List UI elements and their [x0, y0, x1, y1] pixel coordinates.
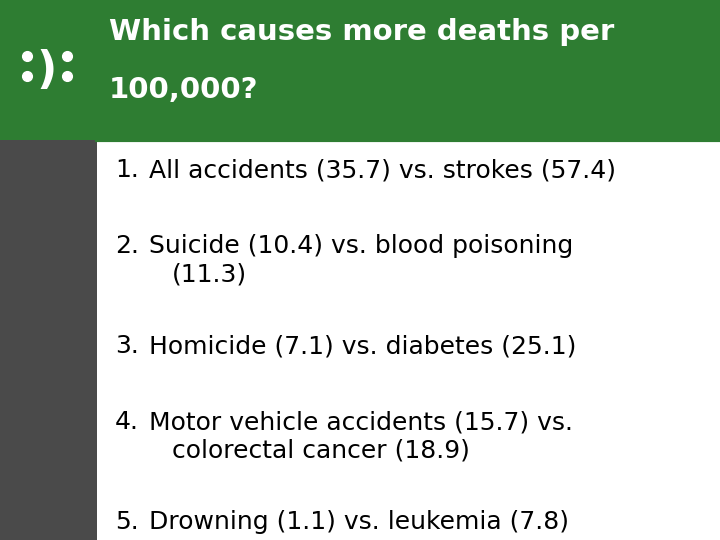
Text: Homicide (7.1) vs. diabetes (25.1): Homicide (7.1) vs. diabetes (25.1) — [149, 334, 577, 359]
Text: 1.: 1. — [115, 158, 139, 183]
Text: All accidents (35.7) vs. strokes (57.4): All accidents (35.7) vs. strokes (57.4) — [149, 158, 616, 183]
Text: (11.3): (11.3) — [172, 262, 248, 286]
Text: 100,000?: 100,000? — [109, 76, 258, 104]
Text: 5.: 5. — [115, 510, 139, 535]
Text: 4.: 4. — [115, 410, 139, 434]
Bar — [0, 140, 97, 540]
Text: ): ) — [37, 49, 57, 92]
Bar — [97, 140, 720, 540]
Text: colorectal cancer (18.9): colorectal cancer (18.9) — [172, 438, 470, 462]
Bar — [0, 0, 720, 140]
Text: Which causes more deaths per: Which causes more deaths per — [109, 18, 614, 46]
Text: 2.: 2. — [115, 234, 139, 259]
Text: Drowning (1.1) vs. leukemia (7.8): Drowning (1.1) vs. leukemia (7.8) — [149, 510, 570, 535]
Text: Suicide (10.4) vs. blood poisoning: Suicide (10.4) vs. blood poisoning — [149, 234, 573, 259]
Text: Motor vehicle accidents (15.7) vs.: Motor vehicle accidents (15.7) vs. — [149, 410, 573, 434]
Text: 3.: 3. — [115, 334, 139, 359]
